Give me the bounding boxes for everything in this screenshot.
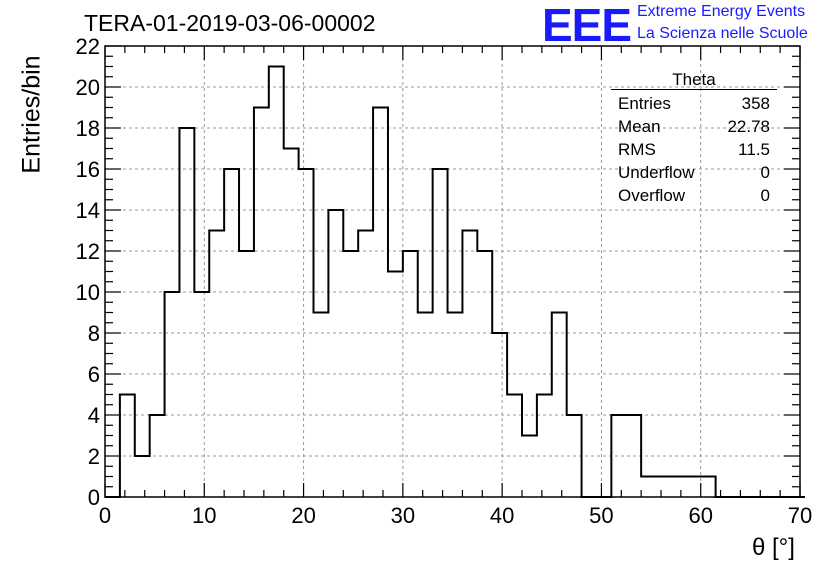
logo-line-2: La Scienza nelle Scuole	[637, 25, 808, 42]
chart-title: TERA-01-2019-03-06-00002	[84, 10, 376, 36]
grid-lines	[105, 46, 800, 497]
stats-value: 358	[741, 94, 770, 113]
axis-ticks	[104, 45, 801, 498]
stats-divider	[611, 89, 777, 90]
x-tick-label: 50	[589, 503, 613, 528]
x-tick-label: 0	[99, 503, 111, 528]
stats-key: Entries	[618, 94, 671, 113]
stats-value: 22.78	[727, 117, 770, 136]
x-tick-label: 70	[788, 503, 812, 528]
stats-value: 0	[760, 186, 770, 205]
logo-line-1: Extreme Energy Events	[637, 3, 806, 20]
y-tick-label: 0	[88, 485, 100, 510]
x-tick-label: 40	[490, 503, 514, 528]
y-tick-label: 12	[76, 239, 100, 264]
x-axis-label: θ [°]	[752, 534, 795, 561]
y-tick-label: 22	[76, 34, 100, 59]
y-tick-label: 18	[76, 116, 100, 141]
stats-key: RMS	[618, 140, 656, 159]
stats-value: 11.5	[738, 140, 770, 159]
stats-key: Overflow	[618, 186, 686, 205]
histogram-outline	[105, 65, 805, 498]
y-tick-label: 20	[76, 75, 100, 100]
y-tick-label: 8	[88, 321, 100, 346]
y-tick-label: 6	[88, 362, 100, 387]
y-tick-label: 10	[76, 280, 100, 305]
stats-key: Underflow	[618, 163, 695, 182]
y-tick-label: 2	[88, 444, 100, 469]
eee-logo: EEE	[542, 0, 632, 51]
y-tick-label: 14	[76, 198, 100, 223]
stats-title: Theta	[672, 70, 716, 89]
y-tick-labels: 0 2 4 6 8 10 12 14 16 18 20 22	[76, 34, 100, 510]
x-tick-label: 20	[291, 503, 315, 528]
y-axis-label: Entries/bin	[17, 55, 46, 174]
x-tick-labels: 0 10 20 30 40 50 60 70	[99, 503, 812, 528]
y-tick-label: 4	[88, 403, 100, 428]
stats-key: Mean	[618, 117, 661, 136]
x-tick-label: 60	[688, 503, 712, 528]
x-tick-label: 30	[391, 503, 415, 528]
y-tick-label: 16	[76, 157, 100, 182]
stats-value: 0	[760, 163, 770, 182]
x-tick-label: 10	[192, 503, 216, 528]
